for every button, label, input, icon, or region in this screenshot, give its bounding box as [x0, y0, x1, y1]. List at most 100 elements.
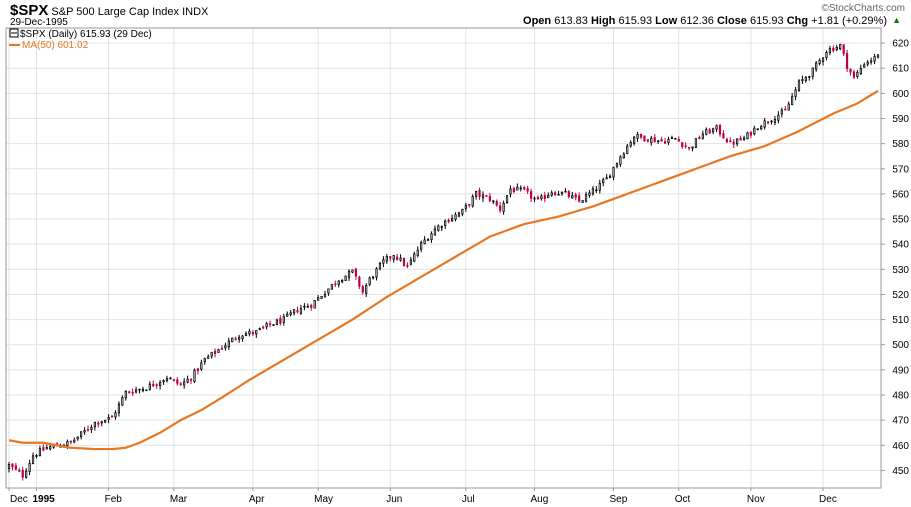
candle	[286, 311, 289, 317]
candle-body	[90, 426, 93, 430]
candle	[457, 211, 461, 218]
candle-body	[612, 166, 615, 178]
chart-date: 29-Dec-1995	[10, 17, 68, 28]
grid	[6, 28, 881, 488]
candle	[505, 195, 509, 204]
candle	[832, 45, 835, 53]
candle	[849, 68, 852, 76]
candle-body	[11, 463, 14, 468]
candle-body	[780, 109, 783, 115]
candle	[292, 309, 296, 316]
candle	[354, 267, 358, 280]
candle-body	[83, 429, 86, 433]
close-value: 615.93	[749, 15, 784, 27]
candle	[420, 240, 423, 253]
candle	[499, 202, 502, 214]
candle	[715, 124, 718, 133]
candle	[396, 254, 399, 261]
candle	[86, 425, 90, 432]
candle	[121, 395, 124, 406]
ma-legend-label: MA(50) 601.02	[22, 40, 89, 51]
candle	[845, 49, 849, 73]
candle-body	[351, 269, 354, 273]
candle	[547, 192, 550, 199]
candle	[251, 330, 254, 336]
chg-value: +1.81 (+0.29%)	[811, 15, 887, 27]
candle-body	[347, 270, 351, 278]
candle	[698, 135, 701, 140]
candle-body	[818, 59, 821, 64]
candle	[663, 138, 667, 144]
candle-body	[176, 379, 179, 384]
candle-body	[289, 312, 292, 315]
candle-body	[821, 57, 825, 62]
high-label: High	[590, 15, 616, 27]
candle	[21, 466, 24, 481]
candle	[145, 389, 148, 392]
candle-body	[602, 179, 605, 184]
candle	[691, 146, 694, 152]
candle	[337, 280, 340, 288]
y-tick-label: 550	[892, 215, 909, 226]
candle	[7, 461, 11, 473]
candle-body	[705, 129, 708, 135]
candle	[265, 321, 268, 330]
candle-body	[650, 137, 653, 143]
candle	[567, 190, 570, 199]
candle	[330, 284, 333, 290]
candle	[406, 262, 409, 269]
candle	[83, 427, 86, 435]
candle	[608, 174, 612, 179]
candle-body	[416, 249, 419, 256]
candle	[361, 284, 364, 295]
candle	[341, 279, 344, 284]
candle-body	[165, 378, 169, 381]
candle-body	[615, 162, 619, 167]
candle	[382, 256, 385, 268]
ticker-symbol: $SPX	[10, 2, 49, 19]
candle-body	[777, 114, 780, 121]
candle	[165, 375, 169, 383]
candle-body	[189, 379, 193, 381]
candle-body	[454, 214, 457, 220]
candle-body	[464, 204, 467, 209]
candle-body	[262, 326, 265, 329]
y-tick-label: 460	[892, 441, 909, 452]
candle	[306, 303, 309, 308]
candle-body	[444, 220, 447, 226]
x-tick-label: Nov	[747, 494, 765, 505]
candle-body	[255, 330, 258, 335]
candle-body	[839, 44, 842, 50]
candle	[619, 155, 622, 168]
candle	[488, 192, 491, 203]
candle-body	[117, 403, 121, 414]
candle-body	[217, 349, 220, 353]
candle	[821, 57, 825, 66]
candle	[509, 185, 512, 198]
candle-body	[574, 194, 577, 198]
candle-body	[296, 310, 299, 313]
x-tick-label: Sep	[610, 494, 628, 505]
candle	[371, 275, 375, 280]
candle-body	[643, 135, 646, 142]
candle-body	[409, 259, 412, 265]
candle	[856, 69, 859, 79]
watermark[interactable]: ©StockCharts.com	[821, 3, 905, 14]
candle-body	[272, 324, 275, 326]
candle-body	[815, 62, 818, 70]
x-tick-label: Oct	[675, 494, 691, 505]
candle-body	[626, 145, 629, 154]
candle-body	[323, 293, 327, 298]
candle	[468, 203, 471, 208]
candle-body	[619, 156, 622, 165]
candle-body	[155, 384, 158, 386]
candle-body	[468, 203, 471, 206]
candle-body	[712, 128, 715, 133]
candle-body	[121, 397, 124, 406]
candle-body	[523, 187, 526, 190]
candle-body	[378, 262, 382, 270]
y-tick-label: 590	[892, 114, 909, 125]
candle	[169, 377, 172, 380]
watermark-text: StockCharts.com	[828, 3, 905, 14]
